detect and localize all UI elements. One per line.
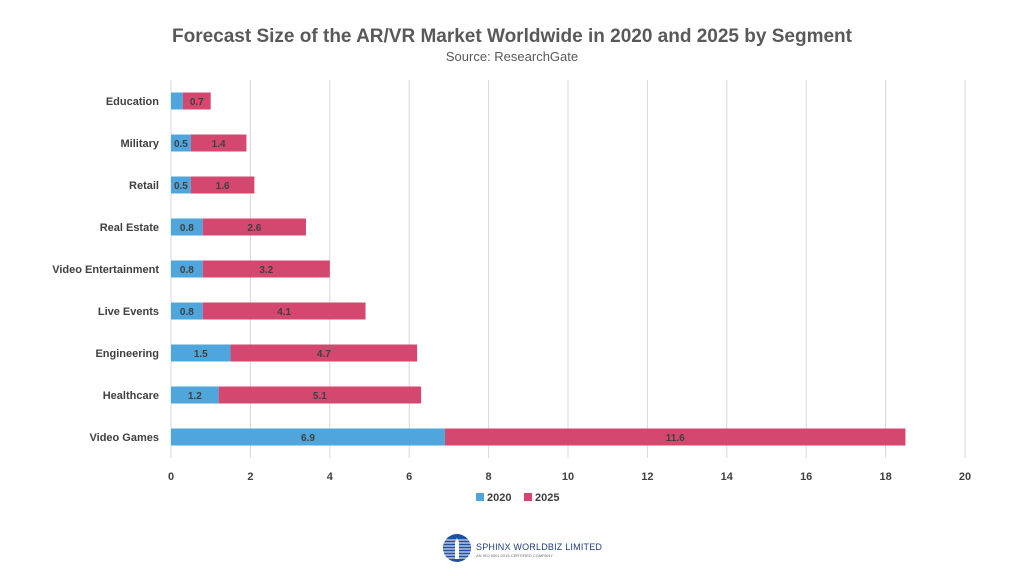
data-label-2020-3: 0.8 [180, 223, 194, 234]
bar-2020-6 [171, 344, 231, 362]
x-tick-label-10: 20 [959, 471, 971, 483]
x-tick-label-5: 10 [562, 471, 574, 483]
bar-2025-6 [230, 344, 418, 362]
bar-2025-0 [182, 92, 211, 110]
category-label-2: Retail [129, 180, 159, 192]
data-label-2025-1: 1.4 [212, 139, 226, 150]
bar-2020-7 [171, 386, 219, 404]
x-tick-label-2: 4 [327, 471, 334, 483]
bar-2020-1 [171, 134, 191, 152]
legend-label-2020: 2020 [487, 492, 511, 504]
sphinx-logo-icon [443, 534, 471, 562]
bar-2025-3 [202, 218, 306, 236]
category-label-6: Engineering [95, 348, 159, 360]
x-tick-label-4: 8 [486, 471, 492, 483]
data-label-2025-4: 3.2 [259, 265, 273, 276]
data-label-2020-5: 0.8 [180, 307, 194, 318]
legend-swatch-2025 [524, 493, 532, 501]
data-label-2025-7: 5.1 [313, 391, 327, 402]
category-label-1: Military [120, 138, 159, 150]
bar-2020-4 [171, 260, 203, 278]
data-label-2025-2: 1.6 [216, 181, 230, 192]
x-tick-label-9: 18 [879, 471, 891, 483]
bar-2020-5 [171, 302, 203, 320]
data-label-2020-4: 0.8 [180, 265, 194, 276]
data-label-2025-0: 0.7 [190, 97, 204, 108]
data-label-2020-2: 0.5 [174, 181, 188, 192]
x-tick-label-1: 2 [247, 471, 253, 483]
chart-subtitle: Source: ResearchGate [445, 49, 579, 64]
chart-title: Forecast Size of the AR/VR Market Worldw… [172, 26, 852, 47]
bar-2025-1 [190, 134, 247, 152]
data-label-2020-6: 1.5 [194, 349, 208, 360]
data-label-2025-5: 4.1 [277, 307, 291, 318]
bar-2020-0 [171, 92, 183, 110]
legend-swatch-2020 [476, 493, 484, 501]
logo-company-name: SPHINX WORLDBIZ LIMITED [476, 542, 603, 552]
bar-2025-8 [444, 428, 906, 446]
category-label-0: Education [106, 96, 159, 108]
category-label-8: Video Games [90, 432, 160, 444]
x-tick-label-0: 0 [168, 471, 174, 483]
bar-2025-4 [202, 260, 330, 278]
data-label-2020-8: 6.9 [301, 433, 315, 444]
category-label-4: Video Entertainment [52, 264, 159, 276]
category-label-3: Real Estate [100, 222, 159, 234]
bar-2025-5 [202, 302, 366, 320]
company-logo: SPHINX WORLDBIZ LIMITED AN ISO 9001:2015… [442, 533, 602, 565]
data-label-2020-7: 1.2 [188, 391, 202, 402]
bar-2020-3 [171, 218, 203, 236]
bar-2025-2 [190, 176, 255, 194]
x-tick-label-8: 16 [800, 471, 812, 483]
data-label-2020-1: 0.5 [174, 139, 188, 150]
data-label-2025-8: 11.6 [666, 433, 685, 444]
data-label-2025-6: 4.7 [317, 349, 331, 360]
x-tick-label-6: 12 [641, 471, 653, 483]
bar-2020-2 [171, 176, 191, 194]
x-tick-label-7: 14 [721, 471, 734, 483]
x-tick-label-3: 6 [406, 471, 412, 483]
bar-2025-7 [218, 386, 422, 404]
logo-tagline: AN ISO 9001:2015 CERTIFIED COMPANY [476, 553, 553, 558]
legend-label-2025: 2025 [535, 492, 559, 504]
category-label-5: Live Events [98, 306, 159, 318]
data-label-2025-3: 2.6 [247, 223, 261, 234]
bar-2020-8 [171, 428, 445, 446]
category-label-7: Healthcare [103, 390, 159, 402]
